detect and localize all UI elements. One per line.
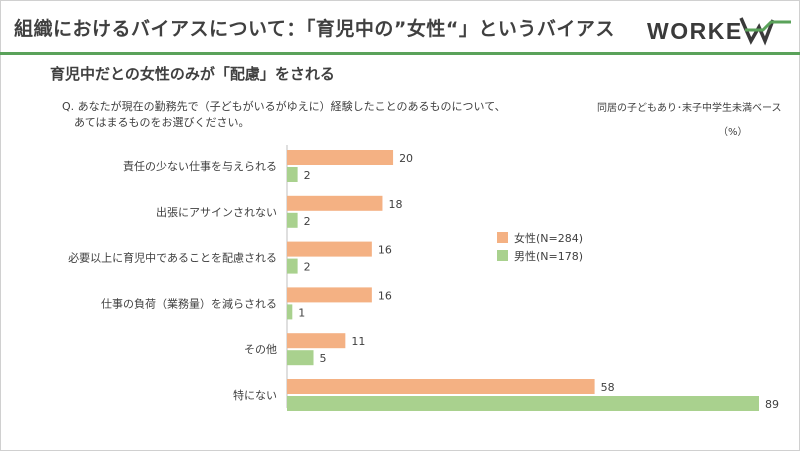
bar-female — [287, 287, 372, 303]
bar-male — [287, 396, 759, 411]
unit-note: （%） — [718, 127, 748, 138]
bar-female — [287, 379, 595, 394]
bar-male — [287, 350, 314, 366]
category-label: 特にない — [233, 388, 277, 402]
bar-female — [287, 150, 394, 165]
category-label: 出張にアサインされない — [156, 205, 277, 219]
category-label: 必要以上に育児中であることを配慮される — [68, 251, 277, 265]
workeva-logo: WORKE — [647, 17, 791, 46]
bar-male — [287, 212, 298, 228]
sample-base-note: 同居の子どもあり･末子中学生未満ベース — [597, 103, 782, 114]
category-label: 責任の少ない仕事を与えられる — [123, 159, 277, 173]
legend-label: 男性(N=178) — [514, 249, 583, 263]
data-label: 5 — [320, 352, 327, 365]
legend-swatch — [497, 232, 508, 243]
slide-title: 組織におけるバイアスについて：「育児中の”女性“」というバイアス — [14, 18, 615, 40]
data-label: 1 — [298, 306, 305, 319]
category-label: その他 — [244, 343, 277, 356]
legend-swatch — [497, 250, 508, 261]
question-line-2: あてはまるものをお選びください。 — [74, 116, 250, 129]
legend-label: 女性(N=284) — [514, 231, 583, 245]
data-label: 89 — [765, 398, 779, 411]
data-label: 18 — [388, 198, 402, 211]
data-label: 2 — [304, 261, 311, 274]
question-line-1: Q. あなたが現在の勤務先で（子どもがいるがゆえに）経験したことのあるものについ… — [62, 100, 506, 113]
data-label: 2 — [304, 215, 311, 228]
bar-female — [287, 195, 383, 211]
data-label: 16 — [378, 244, 392, 257]
data-label: 58 — [601, 381, 615, 394]
header-rule — [0, 52, 800, 55]
category-label: 仕事の負荷（業務量）を減らされる — [101, 296, 277, 310]
data-label: 11 — [351, 335, 365, 348]
data-label: 2 — [304, 169, 311, 182]
bar-male — [287, 304, 293, 320]
slide-subtitle: 育児中だとの女性のみが「配慮」をされる — [50, 65, 335, 83]
bar-male — [287, 258, 298, 274]
data-label: 20 — [399, 152, 413, 165]
bar-male — [287, 167, 298, 182]
bar-female — [287, 333, 346, 349]
bar-female — [287, 241, 372, 257]
survey-question: Q. あなたが現在の勤務先で（子どもがいるがゆえに）経験したことのあるものについ… — [62, 99, 506, 131]
data-label: 16 — [378, 289, 392, 302]
svg-text:WORKE: WORKE — [647, 18, 743, 44]
